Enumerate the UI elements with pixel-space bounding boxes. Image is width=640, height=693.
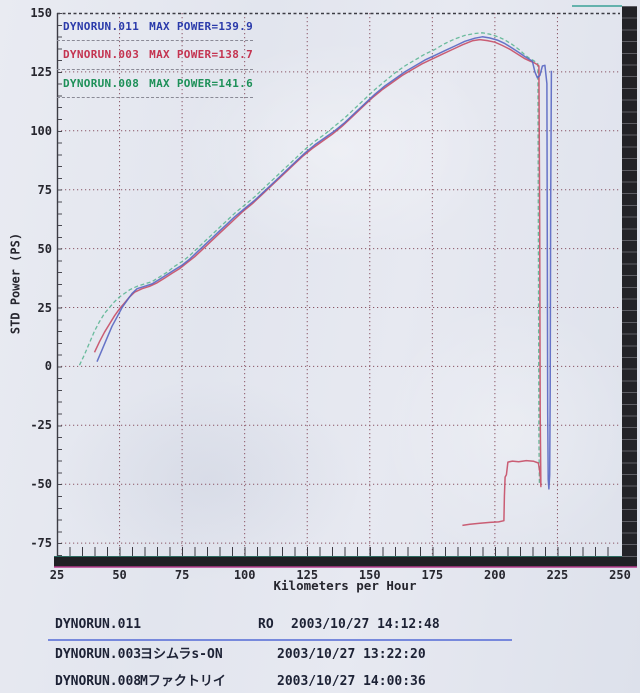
legend-run-name: DYNORUN.008 <box>63 76 140 90</box>
table-row: DYNORUN.003 ヨシムラs-ON 2003/10/27 13:22:20 <box>0 647 640 663</box>
run-name-cell: DYNORUN.008 <box>55 674 142 689</box>
y-axis-minor-ticks <box>58 13 62 556</box>
legend-run-name: DYNORUN.003 <box>63 48 140 62</box>
grid-and-curves-svg <box>56 12 620 556</box>
x-tick-label: 175 <box>421 568 444 582</box>
x-tick-label: 125 <box>296 568 319 582</box>
table-row: DYNORUN.008 Mファクトリイ 2003/10/27 14:00:36 <box>0 674 640 690</box>
y-tick-label: 150 <box>30 6 52 20</box>
x-tick-label: 50 <box>112 568 127 582</box>
magenta-scan-line <box>54 566 637 568</box>
legend: DYNORUN.011 MAX POWER=139.9 DYNORUN.003 MAX… <box>57 13 253 99</box>
x-tick-label: 225 <box>546 568 569 582</box>
curve-dynorun-011 <box>96 36 553 490</box>
run-datetime-cell: 2003/10/27 14:00:36 <box>277 674 426 689</box>
table-row: DYNORUN.011 RO 2003/10/27 14:12:48 <box>0 617 640 633</box>
plot-area <box>56 12 620 556</box>
legend-row: DYNORUN.008 MAX POWER=141.6 <box>57 70 253 99</box>
y-tick-label: 100 <box>30 123 52 138</box>
run-name-cell: DYNORUN.003 <box>55 647 142 662</box>
run-label-cell: RO <box>258 617 274 632</box>
x-axis-minor-ticks <box>57 547 620 556</box>
y-tick-label: -75 <box>30 536 52 551</box>
legend-row: DYNORUN.003 MAX POWER=138.7 <box>57 41 253 70</box>
x-tick-label: 25 <box>49 568 65 582</box>
scan-artifact-line <box>572 5 622 7</box>
x-tick-label: 100 <box>233 568 256 582</box>
legend-max-power: MAX POWER=138.7 <box>149 48 253 62</box>
legend-row: DYNORUN.011 MAX POWER=139.9 <box>57 13 253 42</box>
x-tick-label: 250 <box>609 568 631 582</box>
legend-max-power: MAX POWER=139.9 <box>149 20 253 33</box>
legend-run-name: DYNORUN.011 <box>63 20 140 33</box>
bottom-axis-bar <box>54 556 637 567</box>
y-axis-title: STD Power (PS) <box>8 232 23 335</box>
y-tick-label: -25 <box>30 418 52 433</box>
y-tick-label: 50 <box>37 241 52 256</box>
run-label-cell: Mファクトリイ <box>140 674 226 689</box>
run-table: DYNORUN.011 RO 2003/10/27 14:12:48 DYNOR… <box>0 610 640 693</box>
row-separator-line <box>48 639 512 641</box>
y-tick-label: 75 <box>37 182 52 197</box>
curve-dynorun-003 <box>93 38 542 527</box>
y-tick-label: -50 <box>30 477 52 492</box>
y-tick-label: 125 <box>30 64 52 79</box>
right-axis-bar <box>622 6 637 557</box>
run-datetime-cell: 2003/10/27 13:22:20 <box>277 647 426 662</box>
curve-dynorun-008 <box>78 32 541 485</box>
legend-max-power: MAX POWER=141.6 <box>149 76 253 90</box>
run-name-cell: DYNORUN.011 <box>55 617 142 632</box>
y-tick-label: 25 <box>37 300 52 315</box>
x-tick-label: 150 <box>358 568 381 582</box>
x-tick-label: 75 <box>174 568 190 582</box>
x-axis-title: Kilometers per Hour <box>273 578 417 593</box>
x-tick-label: 200 <box>484 568 506 582</box>
run-datetime-cell: 2003/10/27 14:12:48 <box>291 617 440 632</box>
y-tick-label: 0 <box>44 359 52 374</box>
run-label-cell: ヨシムラs-ON <box>140 647 223 662</box>
